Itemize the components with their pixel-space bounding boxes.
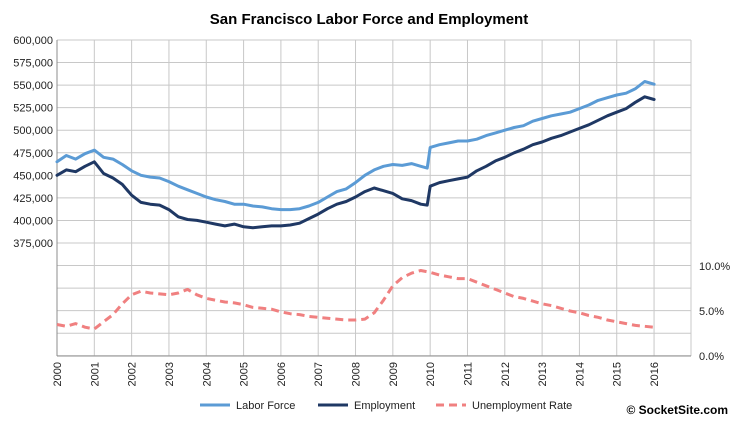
y-left-tick-label: 425,000 — [13, 193, 53, 205]
x-tick-label: 2006 — [276, 362, 288, 386]
x-tick-label: 2016 — [649, 362, 661, 386]
y-left-tick-label: 375,000 — [13, 238, 53, 250]
y-left-tick-label: 575,000 — [13, 58, 53, 70]
x-tick-label: 2010 — [425, 362, 437, 386]
x-tick-label: 2002 — [127, 362, 139, 386]
x-tick-label: 2005 — [239, 362, 251, 386]
series-line-employment — [55, 95, 656, 230]
y-left-tick-label: 550,000 — [13, 80, 53, 92]
legend: Labor Force Employment Unemployment Rate — [200, 400, 572, 412]
x-tick-label: 2000 — [52, 362, 64, 386]
y-left-tick-label: 525,000 — [13, 103, 53, 115]
x-tick-label: 2014 — [574, 362, 586, 386]
source-credit: © SocketSite.com — [626, 403, 728, 417]
x-tick-label: 2009 — [388, 362, 400, 386]
legend-label: Labor Force — [236, 400, 295, 412]
y-left-tick-label: 475,000 — [13, 148, 53, 160]
series-line-labor-force — [55, 80, 656, 212]
x-tick-label: 2015 — [612, 362, 624, 386]
x-tick-label: 2001 — [89, 362, 101, 386]
y-left-tick-label: 600,000 — [13, 35, 53, 47]
y-left-tick-label: 500,000 — [13, 125, 53, 137]
series-lines — [55, 80, 656, 331]
x-tick-label: 2003 — [164, 362, 176, 386]
y-left-tick-label: 400,000 — [13, 215, 53, 227]
axes: 375,000 400,000 425,000 450,000 475,000 500,0… — [13, 35, 730, 386]
x-tick-label: 2004 — [201, 362, 213, 386]
chart-title: San Francisco Labor Force and Employment — [210, 11, 528, 28]
x-tick-label: 2012 — [500, 362, 512, 386]
x-tick-label: 2008 — [351, 362, 363, 386]
x-tick-label: 2007 — [313, 362, 325, 386]
y-left-tick-label: 450,000 — [13, 170, 53, 182]
y-right-tick-label: 10.0% — [699, 261, 730, 273]
legend-label: Employment — [354, 400, 415, 412]
y-right-tick-label: 5.0% — [699, 306, 724, 318]
x-tick-label: 2011 — [462, 362, 474, 386]
y-right-tick-label: 0.0% — [699, 351, 724, 363]
series-line-unemployment-rate — [56, 269, 655, 331]
x-tick-label: 2013 — [537, 362, 549, 386]
legend-label: Unemployment Rate — [472, 400, 572, 412]
grid-lines — [56, 39, 692, 357]
